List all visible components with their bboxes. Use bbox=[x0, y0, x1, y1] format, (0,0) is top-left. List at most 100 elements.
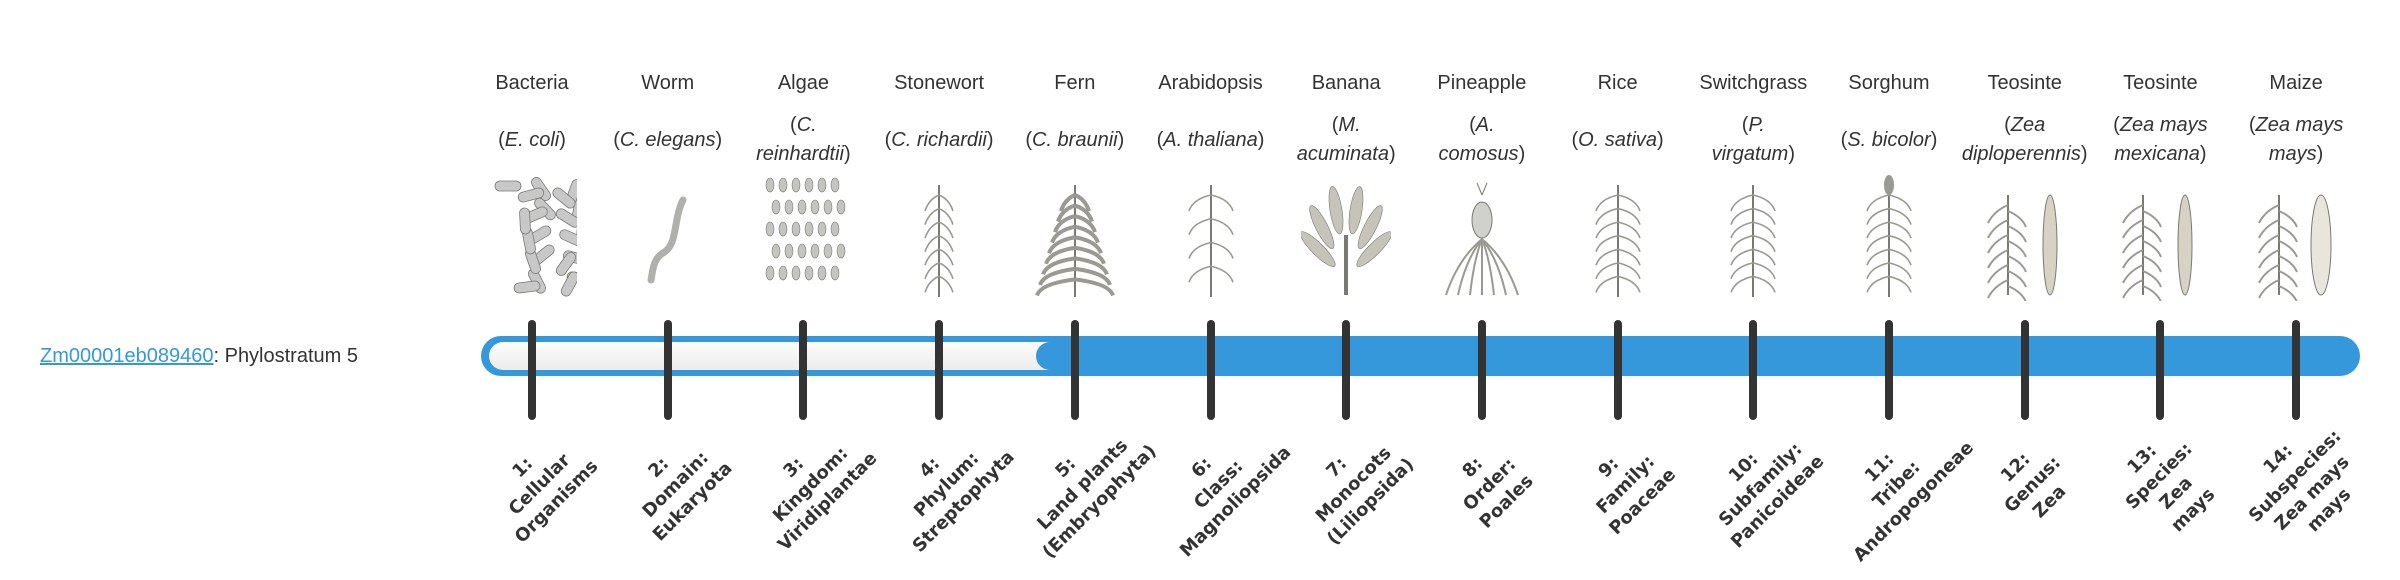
maize-icon bbox=[2228, 175, 2364, 303]
species-text: (C. elegans) bbox=[613, 128, 723, 151]
species-text: (C. reinhardtii) bbox=[756, 114, 851, 165]
maize-icon bbox=[2258, 194, 2332, 303]
worm-icon bbox=[647, 196, 687, 284]
species-name: A. comosus bbox=[1438, 114, 1519, 165]
teosinte-icon bbox=[2122, 194, 2193, 303]
stratum-tick bbox=[2020, 320, 2029, 420]
algae-icon bbox=[766, 177, 846, 281]
organism-species: (Zea mays mays) bbox=[2228, 110, 2364, 170]
stratum-label: 3: Kingdom: Viridiplantae bbox=[769, 442, 882, 556]
organism-species: (C. elegans) bbox=[600, 110, 736, 170]
stratum-label: 1: Cellular Organisms bbox=[504, 449, 603, 548]
species-text: (C. richardii) bbox=[884, 128, 994, 151]
species-name: A. thaliana bbox=[1163, 128, 1258, 151]
stratum-label: 11: Tribe: Andropogoneae bbox=[1849, 437, 1978, 566]
species-name: E. coli bbox=[504, 128, 560, 151]
organism-species: (C. richardii) bbox=[871, 110, 1007, 170]
organism-name: Banana bbox=[1311, 72, 1381, 94]
organism-name: Fern bbox=[1054, 72, 1096, 94]
worm-icon bbox=[600, 175, 736, 301]
species-name: C. braunii bbox=[1031, 128, 1118, 151]
species-text: (S. bicolor) bbox=[1840, 128, 1938, 151]
organism-name: Arabidopsis bbox=[1158, 72, 1263, 94]
stratum-tick bbox=[528, 320, 536, 420]
stratum-tick bbox=[2156, 320, 2165, 420]
organism-name: Bacteria bbox=[495, 72, 569, 94]
species-text: (O. sativa) bbox=[1571, 128, 1664, 151]
sorghum-icon bbox=[1821, 175, 1957, 301]
organism-name: Worm bbox=[641, 72, 695, 94]
banana-icon bbox=[1300, 186, 1393, 295]
species-text: (Zea diploperennis) bbox=[1961, 114, 2088, 165]
stratum-label: 5: Land plants (Embryophyta) bbox=[1032, 435, 1161, 563]
organism-name: Teosinte bbox=[1987, 72, 2062, 94]
species-name: C. reinhardtii bbox=[756, 114, 844, 165]
phylostratum-text: : Phylostratum 5 bbox=[213, 345, 358, 367]
stratum-label: 8: Order: Poales bbox=[1458, 453, 1538, 533]
stratum-label: 9: Family: Poaceae bbox=[1591, 451, 1680, 540]
species-name: S. bicolor bbox=[1847, 128, 1931, 151]
species-text: (M. acuminata) bbox=[1296, 114, 1396, 165]
gene-link[interactable]: Zm00001eb089460 bbox=[40, 345, 214, 367]
teosinte-icon bbox=[1957, 175, 2093, 303]
stratum-tick bbox=[663, 320, 672, 420]
species-text: (E. coli) bbox=[498, 128, 566, 151]
organism-name: Switchgrass bbox=[1699, 72, 1808, 94]
banana-icon bbox=[1278, 175, 1414, 301]
stratum-label: 2: Domain: Eukaryota bbox=[638, 447, 737, 546]
stratum-tick bbox=[1206, 320, 1215, 420]
stratum-label: 6: Class: Magnoliopsida bbox=[1175, 441, 1295, 562]
bar-track bbox=[489, 342, 1061, 370]
species-name: C. elegans bbox=[619, 128, 716, 151]
stratum-tick bbox=[2292, 320, 2301, 420]
stratum-label: 7: Monocots (Liliopsida) bbox=[1311, 442, 1419, 550]
organism-species: (Zea diploperennis) bbox=[1957, 110, 2093, 170]
teosinte-icon bbox=[1986, 194, 2058, 303]
stratum-label: 10: Subfamily: Panicoideae bbox=[1715, 438, 1829, 553]
organism-species: (C. reinhardtii) bbox=[735, 110, 871, 170]
organism-name: Algae bbox=[777, 72, 829, 94]
gene-label: Zm00001eb089460: Phylostratum 5 bbox=[40, 341, 358, 371]
species-text: (Zea mays mexicana) bbox=[2113, 114, 2208, 165]
species-name: Zea mays mays bbox=[2255, 114, 2344, 165]
species-name: O. sativa bbox=[1578, 128, 1658, 151]
species-name: Zea diploperennis bbox=[1961, 114, 2081, 165]
stonewort-icon bbox=[924, 185, 954, 297]
stratum-label: 12: Genus: Zea bbox=[1996, 448, 2070, 523]
organism-species: (P. virgatum) bbox=[1685, 110, 1821, 170]
stratum-tick bbox=[1885, 320, 1893, 420]
organism-species: (A. comosus) bbox=[1414, 110, 1550, 170]
stratum-tick bbox=[1070, 320, 1079, 420]
organism-species: (S. bicolor) bbox=[1821, 110, 1957, 170]
organism-species: (C. braunii) bbox=[1007, 110, 1143, 170]
organism-name: Sorghum bbox=[1848, 72, 1930, 94]
organism-name: Pineapple bbox=[1437, 72, 1527, 94]
species-text: (Zea mays mays) bbox=[2248, 114, 2344, 165]
stratum-label: 13: Species: Zea mays bbox=[2122, 438, 2220, 537]
species-name: Zea mays mexicana bbox=[2114, 114, 2208, 165]
organism-name: Teosinte bbox=[2123, 72, 2198, 94]
fern-icon bbox=[1034, 185, 1115, 297]
stonewort-icon bbox=[871, 175, 1007, 301]
pineapple-icon bbox=[1414, 175, 1550, 301]
species-name: C. richardii bbox=[891, 128, 987, 151]
phylostratum-bar bbox=[481, 336, 2360, 376]
pineapple-icon bbox=[1444, 182, 1519, 296]
species-text: (A. comosus) bbox=[1438, 114, 1526, 165]
organism-species: (O. sativa) bbox=[1550, 110, 1686, 170]
arabidopsis-icon bbox=[1143, 175, 1279, 301]
stratum-tick bbox=[1342, 320, 1351, 420]
species-name: M. acuminata bbox=[1296, 114, 1389, 165]
organism-species: (Zea mays mexicana) bbox=[2092, 110, 2228, 170]
organism-name: Rice bbox=[1597, 72, 1638, 94]
fern-icon bbox=[1007, 175, 1143, 301]
stratum-tick bbox=[1477, 320, 1486, 420]
teosinte-icon bbox=[2092, 175, 2228, 303]
bacteria-icon bbox=[464, 175, 600, 301]
organism-species: (E. coli) bbox=[464, 110, 600, 170]
organism-species: (A. thaliana) bbox=[1143, 110, 1279, 170]
algae-icon bbox=[735, 175, 871, 301]
stratum-label: 4: Phylum: Streptophyta bbox=[908, 446, 1019, 557]
species-text: (A. thaliana) bbox=[1156, 128, 1265, 151]
stratum-tick bbox=[799, 320, 808, 420]
